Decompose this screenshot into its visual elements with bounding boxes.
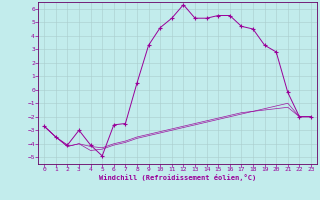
X-axis label: Windchill (Refroidissement éolien,°C): Windchill (Refroidissement éolien,°C) — [99, 174, 256, 181]
